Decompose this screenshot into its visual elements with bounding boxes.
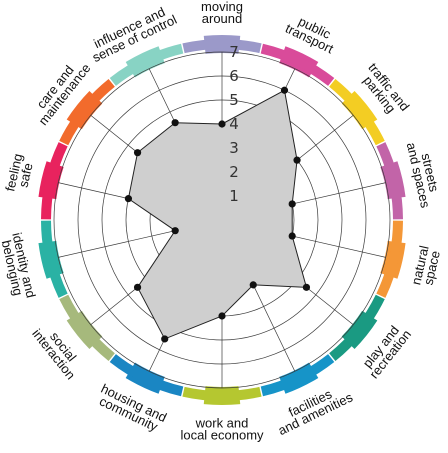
category-label-line: moving [201,0,243,14]
category-band-segment [109,354,184,397]
category-band-segment [260,354,335,397]
series-area [127,89,308,340]
tick-label: 3 [229,139,239,157]
category-band-tab [78,100,103,130]
category-color-ring [38,35,406,405]
category-band-segment [59,78,115,146]
data-point [249,281,257,289]
category-label-line: around [202,11,242,26]
data-point [124,195,133,203]
data-point [133,149,142,157]
category-band-segment [59,294,115,362]
category-band-tab [351,318,378,350]
category-band-segment [41,142,68,220]
data-point [218,312,226,320]
category-band-tab [203,35,241,41]
data-point [280,86,289,94]
data-point [302,283,311,291]
category-label-line: work and [195,416,249,431]
data-point [293,156,301,164]
category-band-tab [125,374,161,394]
category-band-tab [283,374,319,394]
data-point [133,283,142,291]
category-label-line: safe [16,162,36,189]
category-band-tab [38,242,51,279]
category-band-tab [203,399,241,405]
category-band-tab [393,242,406,279]
category-band-segment [376,142,403,220]
data-series [124,86,311,343]
category-band-segment [182,39,262,54]
category-band-tab [341,310,366,340]
data-point [288,232,296,240]
category-band-tab [125,46,161,66]
category-band-tab [78,310,103,340]
category-band-tab [283,46,319,66]
category-band-segment [376,220,403,298]
category-band-segment [329,78,385,146]
category-band-segment [41,220,68,298]
scale-tick-labels: 1 2 3 4 5 6 7 [229,43,239,205]
data-point [171,119,179,127]
data-point [218,120,226,128]
category-band-segment [109,43,184,86]
tick-label: 1 [229,187,239,205]
data-point [161,335,169,343]
tick-label: 2 [229,163,239,181]
category-band-tab [393,161,406,198]
data-point [171,227,179,235]
category-band-tab [66,90,93,122]
category-label-line: local economy [180,428,264,443]
category-band-segment [329,294,385,362]
tick-label: 4 [229,115,239,133]
tick-label: 6 [229,67,239,85]
category-band-segment [182,386,262,402]
category-band-segment [260,43,335,86]
data-point [288,200,296,208]
category-band-tab [38,161,51,198]
tick-label: 5 [229,91,239,109]
category-band-tab [341,100,366,130]
category-band-tab [66,318,93,350]
category-band-tab [351,90,378,122]
tick-label: 7 [229,43,239,61]
